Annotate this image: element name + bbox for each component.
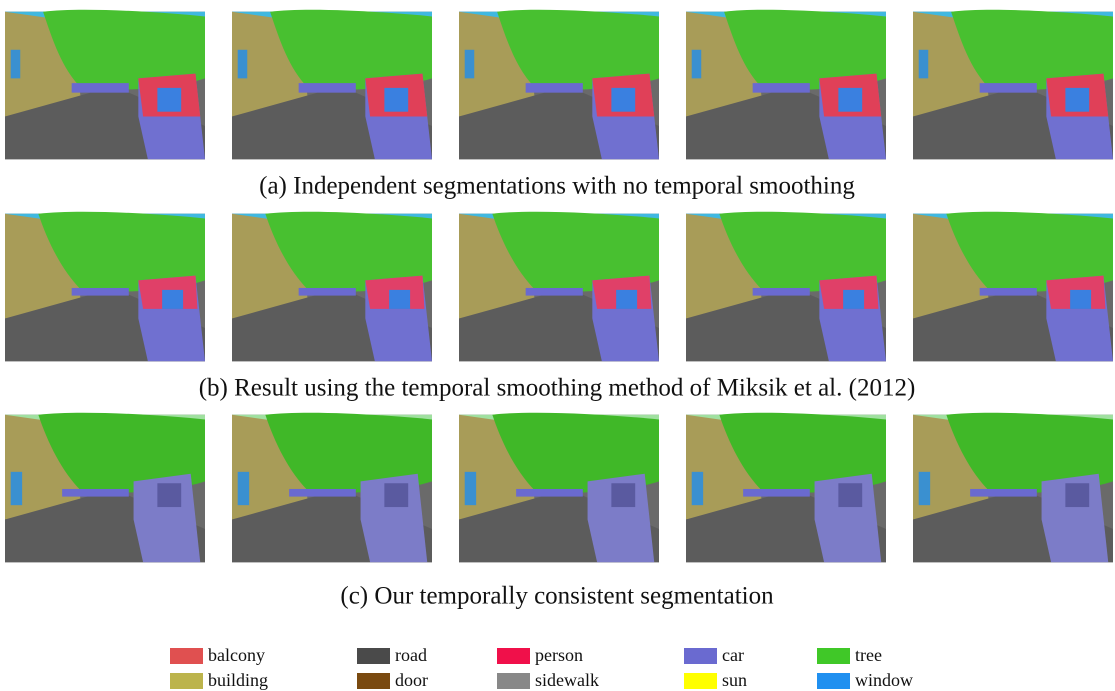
caption: (b) Result using the temporal smoothing … [199, 375, 916, 402]
legend-label: door [395, 670, 428, 690]
legend-label: person [535, 645, 583, 665]
legend-swatch [684, 648, 717, 664]
caption: (a) Independent segmentations with no te… [259, 173, 855, 200]
legend-swatch [170, 648, 203, 664]
legend-label: balcony [208, 645, 265, 665]
legend-label: window [855, 670, 913, 690]
segmentation-image [232, 211, 432, 362]
legend-label: building [208, 670, 268, 690]
segmentation-image [232, 412, 432, 563]
legend-swatch [817, 673, 850, 689]
segmentation-image [5, 211, 205, 362]
segmentation-image [913, 9, 1113, 160]
legend-swatch [357, 648, 390, 664]
legend-label: tree [855, 645, 882, 665]
legend-swatch [357, 673, 390, 689]
segmentation-image [913, 412, 1113, 563]
legend-swatch [817, 648, 850, 664]
legend-swatch [497, 648, 530, 664]
segmentation-image [5, 9, 205, 160]
legend-label: sidewalk [535, 670, 599, 690]
legend-label: sun [722, 670, 747, 690]
legend-label: car [722, 645, 744, 665]
segmentation-image [232, 9, 432, 160]
segmentation-image [686, 412, 886, 563]
legend-swatch [497, 673, 530, 689]
legend-swatch [170, 673, 203, 689]
segmentation-image [686, 211, 886, 362]
image-panels [5, 9, 1113, 563]
legend-label: road [395, 645, 427, 665]
caption: (c) Our temporally consistent segmentati… [340, 583, 774, 610]
segmentation-image [459, 9, 659, 160]
segmentation-image [459, 211, 659, 362]
segmentation-image [913, 211, 1113, 362]
segmentation-image [5, 412, 205, 563]
segmentation-image [686, 9, 886, 160]
legend-swatch [684, 673, 717, 689]
legend: balcony road person car tree building door side… [170, 645, 913, 690]
segmentation-image [459, 412, 659, 563]
